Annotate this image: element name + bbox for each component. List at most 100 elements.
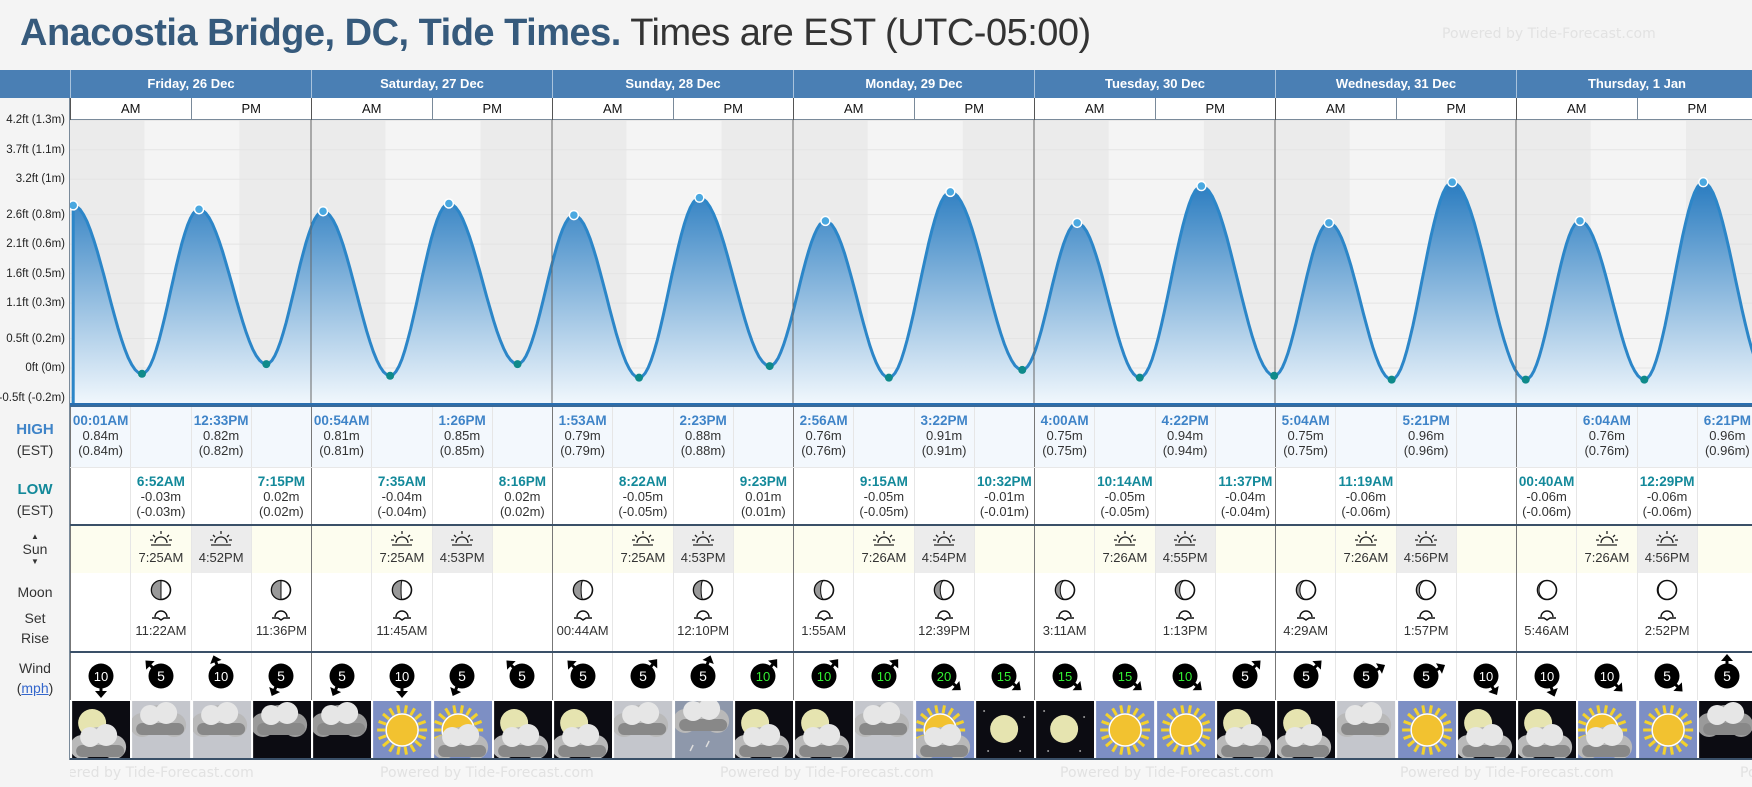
moon-cloud-weather-icon (1518, 701, 1577, 758)
low-tide-cell: 12:29PM -0.06m (-0.06m) (1636, 468, 1697, 524)
wind-direction-icon: 10 (871, 659, 899, 689)
low-tide-height-alt: (-0.06m) (1642, 504, 1692, 519)
wind-cell: 5 (130, 653, 190, 700)
high-tide-height-alt: (0.94m) (1162, 443, 1208, 458)
wind-direction-icon: 5 (1714, 654, 1740, 689)
high-tide-cell (371, 407, 431, 467)
sun-cell (250, 526, 311, 573)
wind-speed: 5 (1663, 668, 1671, 684)
sunrise-time: 7:25AM (620, 550, 666, 565)
moon-cell (1696, 573, 1752, 651)
high-tide-point (1446, 176, 1458, 188)
wind-speed: 5 (518, 668, 526, 684)
high-tide-point (820, 215, 831, 227)
wind-speed: 20 (937, 669, 951, 684)
moonset-time: 12:10PM (677, 623, 730, 638)
wind-direction-icon: 10 (1172, 663, 1202, 691)
day-header: Thursday, 1 Jan (1516, 70, 1752, 98)
wind-direction-icon: 10 (1594, 663, 1623, 692)
moonset-time: 1:57PM (1403, 623, 1449, 638)
moon-cloud-weather-icon (554, 701, 613, 758)
high-tide-height-alt: (0.96m) (1403, 443, 1449, 458)
wind-cell: 10 (853, 653, 913, 700)
weather-cell (1335, 700, 1396, 758)
low-tide-time: 11:19AM (1338, 474, 1394, 489)
low-tide-time: 7:35AM (377, 474, 426, 489)
low-tide-cell (672, 468, 733, 524)
sunrise-icon (1354, 531, 1377, 546)
set-label: Set (24, 610, 46, 626)
moon-label: Moon (17, 584, 53, 600)
moon-row: 11:22AM 11:36PM 11:45AM 00:44AM 12:10PM 1:55A… (70, 573, 1752, 653)
wind-direction-icon: 5 (449, 663, 475, 696)
high-tide-height: 0.75m (1287, 428, 1324, 443)
pm-label: PM (431, 98, 553, 120)
high-tide-cell (973, 407, 1034, 467)
high-tide-cell (250, 407, 311, 467)
low-tide-height: -0.05m (1104, 489, 1146, 504)
high-tide-height-alt: (0.81m) (319, 443, 365, 458)
wind-speed: 5 (338, 668, 346, 684)
wind-cell: 5 (672, 653, 733, 700)
wind-speed: 10 (93, 669, 107, 684)
moonrise-icon (814, 610, 833, 621)
moon-cell (190, 573, 251, 651)
low-tide-time: 10:14AM (1097, 474, 1153, 489)
wind-cell: 10 (1154, 653, 1215, 700)
wind-speed: 5 (458, 668, 466, 684)
weather-cell (371, 700, 432, 758)
wind-speed: 10 (395, 669, 409, 684)
wind-speed: 10 (1600, 669, 1614, 684)
weather-cell (552, 700, 613, 758)
wind-speed: 15 (1057, 669, 1071, 684)
low-tide-cell (190, 468, 251, 524)
moon-clear-weather-icon (975, 701, 1034, 758)
weather-row (70, 700, 1752, 760)
moonrise-time: 5:46AM (1524, 623, 1570, 638)
mph-units-link[interactable]: mph (21, 680, 49, 696)
sun-cell (552, 526, 612, 573)
rain-weather-icon (674, 701, 733, 758)
sunset-icon (692, 531, 715, 546)
sun-cloud-weather-icon (433, 701, 492, 758)
powered-by-watermark: Powered by Tide-Forecast.com (1442, 26, 1656, 42)
wind-cell: 5 (311, 653, 371, 700)
sunrise-icon (1595, 531, 1618, 546)
sun-label: Sun (22, 541, 48, 557)
high-tide-time: 2:56AM (799, 413, 848, 428)
high-tide-point (70, 200, 79, 211)
weather-cell (1455, 700, 1516, 758)
low-tide-height: -0.06m (1345, 489, 1387, 504)
weather-cell (793, 700, 854, 758)
sun-cell: 7:25AM (130, 526, 190, 573)
sun-cell: 4:56PM (1395, 526, 1456, 573)
weather-cell (1275, 700, 1336, 758)
wind-direction-icon: 5 (268, 663, 294, 696)
weather-cell (311, 700, 372, 758)
wind-cell: 5 (612, 653, 672, 700)
low-tide-time: 9:23PM (739, 474, 788, 489)
sunset-icon (1415, 531, 1438, 546)
footer-watermarks: Powered by Tide-Forecast.com Powered by T… (70, 760, 1752, 787)
low-tide-cell: 10:14AM -0.05m (-0.05m) (1094, 468, 1154, 524)
high-tide-cell (1094, 407, 1154, 467)
weather-cell (612, 700, 673, 758)
sun-cell: 7:26AM (1576, 526, 1636, 573)
high-tide-height-alt: (0.82m) (198, 443, 244, 458)
pm-label: PM (1636, 98, 1752, 120)
moon-cloud-weather-icon (493, 701, 552, 758)
low-tide-height-alt: (0.02m) (499, 504, 545, 519)
tide-chart (70, 120, 1752, 405)
day-header-row: Friday, 26 Dec Saturday, 27 Dec Sunday, 28… (0, 70, 1752, 98)
wind-speed: 5 (1422, 668, 1430, 684)
low-tide-point (137, 369, 146, 378)
high-tide-height: 0.81m (323, 428, 360, 443)
moon-phase-icon (692, 579, 714, 601)
sunset-icon (210, 531, 233, 546)
day-header: Tuesday, 30 Dec (1034, 70, 1275, 98)
wind-label: Wind (19, 660, 51, 676)
low-tide-point (765, 362, 774, 371)
wind-cell: 5 (491, 653, 552, 700)
wind-cell: 10 (190, 653, 251, 700)
moon-cell: 11:36PM (250, 573, 311, 651)
